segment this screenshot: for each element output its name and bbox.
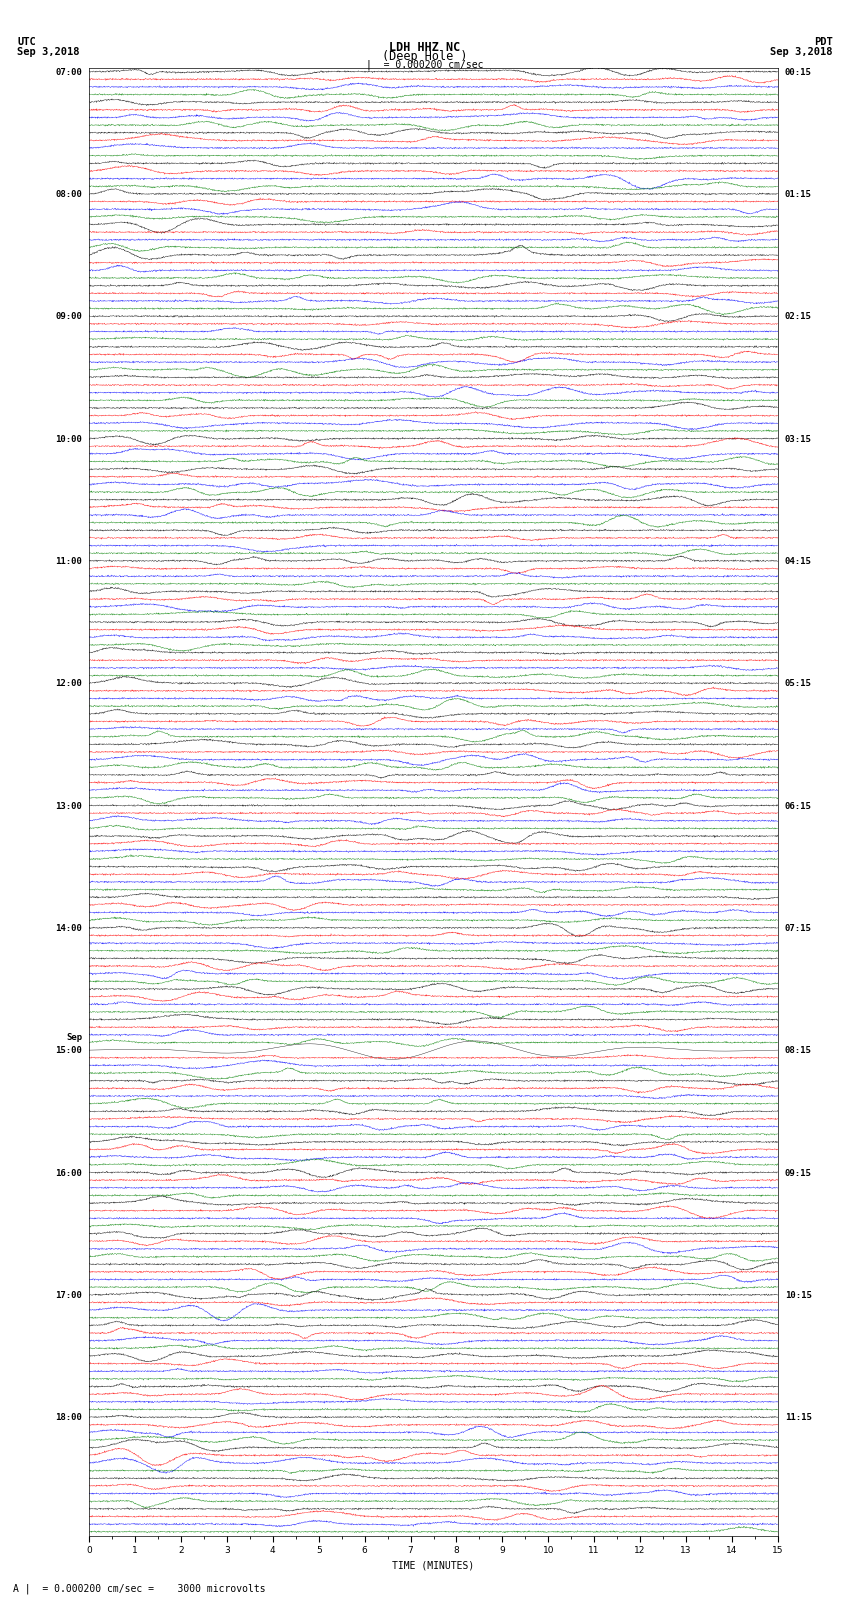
Text: 07:00: 07:00 — [55, 68, 82, 77]
Text: 09:00: 09:00 — [55, 313, 82, 321]
Text: Sep 3,2018: Sep 3,2018 — [770, 47, 833, 56]
Text: 17:00: 17:00 — [55, 1290, 82, 1300]
Text: Sep 3,2018: Sep 3,2018 — [17, 47, 80, 56]
Text: 03:15: 03:15 — [785, 436, 812, 444]
Text: 11:00: 11:00 — [55, 556, 82, 566]
Text: 04:15: 04:15 — [785, 556, 812, 566]
Text: PDT: PDT — [814, 37, 833, 47]
Text: 08:15: 08:15 — [785, 1047, 812, 1055]
Text: 14:00: 14:00 — [55, 924, 82, 932]
Text: 08:00: 08:00 — [55, 190, 82, 198]
Text: 06:15: 06:15 — [785, 802, 812, 811]
Text: 10:15: 10:15 — [785, 1290, 812, 1300]
Text: 07:15: 07:15 — [785, 924, 812, 932]
Text: 12:00: 12:00 — [55, 679, 82, 689]
X-axis label: TIME (MINUTES): TIME (MINUTES) — [393, 1560, 474, 1571]
Text: 18:00: 18:00 — [55, 1413, 82, 1423]
Text: 05:15: 05:15 — [785, 679, 812, 689]
Text: 01:15: 01:15 — [785, 190, 812, 198]
Text: 16:00: 16:00 — [55, 1168, 82, 1177]
Text: UTC: UTC — [17, 37, 36, 47]
Text: 10:00: 10:00 — [55, 436, 82, 444]
Text: LDH HHZ NC: LDH HHZ NC — [389, 40, 461, 55]
Text: (Deep Hole ): (Deep Hole ) — [382, 50, 468, 63]
Text: Sep: Sep — [66, 1032, 82, 1042]
Text: |  = 0.000200 cm/sec: | = 0.000200 cm/sec — [366, 60, 484, 71]
Text: 02:15: 02:15 — [785, 313, 812, 321]
Text: 00:15: 00:15 — [785, 68, 812, 77]
Text: 11:15: 11:15 — [785, 1413, 812, 1423]
Text: 09:15: 09:15 — [785, 1168, 812, 1177]
Text: 15:00: 15:00 — [55, 1047, 82, 1055]
Text: A |  = 0.000200 cm/sec =    3000 microvolts: A | = 0.000200 cm/sec = 3000 microvolts — [13, 1582, 265, 1594]
Text: 13:00: 13:00 — [55, 802, 82, 811]
